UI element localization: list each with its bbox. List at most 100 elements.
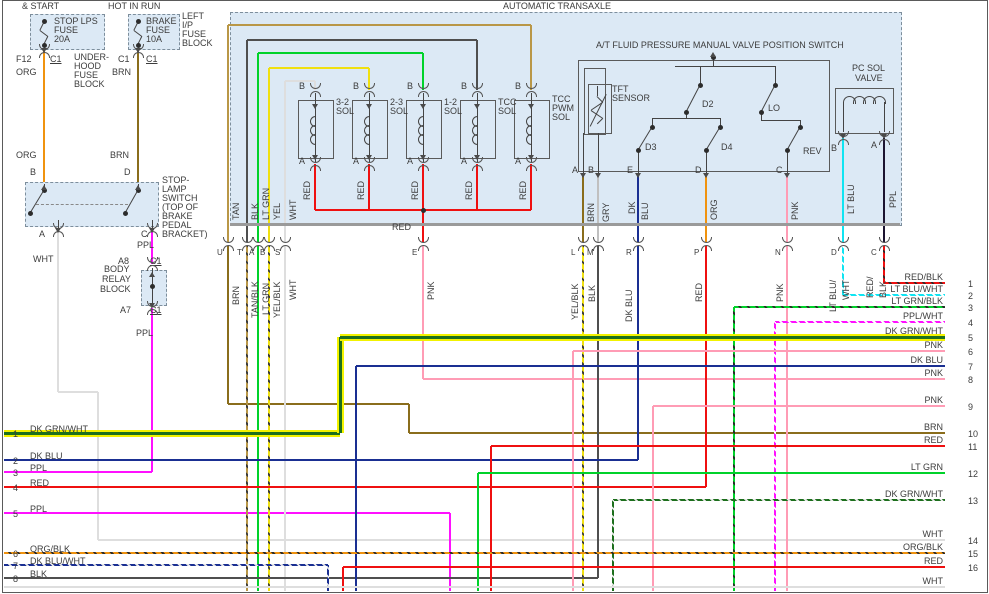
- wire-ltgrn: [257, 246, 259, 591]
- label: BLU: [640, 202, 650, 220]
- wire-dkgrnwht: [613, 499, 945, 501]
- arrow-icon: [40, 185, 47, 190]
- label: 3: [968, 303, 974, 313]
- label: E: [412, 248, 418, 257]
- label: 11: [968, 442, 978, 452]
- wire-dash: [36, 204, 128, 205]
- wire-ltgrn: [258, 52, 423, 54]
- wire-sw: [774, 66, 776, 84]
- label: REV: [803, 146, 822, 156]
- junction-dot: [697, 82, 703, 88]
- label: & START: [22, 1, 60, 11]
- label: C: [871, 248, 877, 257]
- connector-pin-icon: [223, 245, 234, 251]
- wire-red: [343, 566, 945, 568]
- connector-pin-icon: [578, 245, 589, 251]
- junction-dot: [41, 42, 47, 48]
- wire-tan: [530, 25, 532, 90]
- connector-pin-icon: [593, 245, 604, 251]
- wire-wht: [284, 81, 286, 242]
- wire-yel: [269, 67, 369, 69]
- arrow-icon: [148, 303, 155, 308]
- label: PPL: [30, 504, 48, 514]
- label: BRN: [923, 422, 943, 432]
- wire-wht: [57, 232, 59, 392]
- junction-dot: [772, 82, 778, 88]
- junction-dot: [784, 147, 790, 153]
- arrow-icon: [134, 48, 141, 53]
- label: A: [39, 229, 46, 239]
- label: RED: [356, 180, 366, 200]
- wire-redblk: [884, 282, 945, 284]
- coil-arc-icon: [310, 134, 316, 145]
- wire-org: [705, 176, 707, 242]
- label: A: [572, 165, 579, 175]
- wire-dkgrnwht: [612, 500, 614, 591]
- label: PC SOL: [852, 63, 886, 73]
- label: BLOCK: [100, 284, 131, 294]
- label: BRN: [110, 150, 130, 160]
- label: S: [275, 248, 281, 257]
- label: TAN/BLK: [250, 281, 260, 318]
- label: A: [249, 248, 255, 257]
- label: 2-3: [390, 97, 404, 107]
- arrow-icon: [365, 155, 372, 160]
- connector-pin-icon: [879, 139, 890, 145]
- wire-ltgrn: [477, 473, 479, 591]
- arrow-icon: [148, 228, 155, 233]
- wire-dkgrnwht_t: [4, 429, 340, 437]
- junction-dot: [135, 42, 141, 48]
- label: C1: [146, 54, 158, 64]
- label: 1: [13, 429, 19, 439]
- arrow-icon: [134, 185, 141, 190]
- label: B: [353, 81, 360, 91]
- wire-brn: [409, 432, 945, 434]
- junction-dot: [149, 283, 155, 289]
- wire-brn: [137, 50, 139, 182]
- wire-redblk: [883, 246, 885, 283]
- label: PNK: [924, 368, 943, 378]
- label: SOL: [498, 106, 517, 116]
- label: SOL: [444, 106, 463, 116]
- junction-dot: [122, 210, 128, 216]
- label: R: [626, 248, 632, 257]
- arrow-icon: [311, 155, 318, 160]
- wire-wht: [284, 246, 286, 591]
- label: LT GRN: [261, 282, 271, 315]
- junction-dot: [635, 147, 641, 153]
- coil-arc-icon: [364, 134, 370, 145]
- label: DK GRN/WHT: [885, 489, 943, 499]
- label: 14: [968, 536, 979, 546]
- label: LT BLU/: [828, 279, 838, 312]
- label: A7: [120, 305, 132, 315]
- label: A8: [118, 256, 130, 266]
- label: DK GRN/WHT: [885, 326, 943, 336]
- label: ORG/BLK: [30, 544, 71, 554]
- wire-yelblk: [268, 246, 270, 591]
- label: TCC: [498, 97, 517, 107]
- arrow-icon: [579, 173, 586, 178]
- label: YEL/BLK: [272, 281, 282, 318]
- label: LAMP: [162, 184, 187, 194]
- label: BLK: [30, 569, 48, 579]
- box: [578, 60, 830, 172]
- label: TFT: [612, 84, 629, 94]
- label: A/T FLUID PRESSURE MANUAL VALVE POSITION…: [596, 40, 844, 50]
- wire-wht: [285, 80, 315, 82]
- connector-pin-icon: [526, 91, 537, 97]
- label: SOL: [552, 112, 571, 122]
- wire-brn: [582, 176, 584, 242]
- box: [584, 68, 606, 135]
- label: D: [124, 167, 131, 177]
- arrow-icon: [40, 48, 47, 53]
- wire-dkbluwht: [327, 565, 329, 591]
- label: UNDER-: [74, 52, 109, 62]
- label: D: [695, 165, 702, 175]
- label: BRN: [586, 202, 596, 222]
- wire-red: [422, 164, 424, 242]
- wire-red: [491, 445, 945, 447]
- wire-sw: [712, 56, 714, 66]
- arrow-icon: [709, 52, 716, 57]
- label: PPL/WHT: [902, 311, 943, 321]
